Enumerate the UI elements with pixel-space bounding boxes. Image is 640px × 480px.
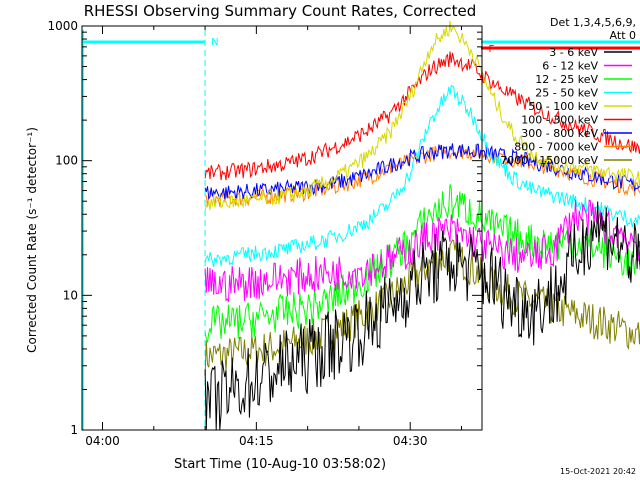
y-axis-label: Corrected Count Rate (s⁻¹ detector⁻¹) [25,127,39,353]
legend-label-0: 3 - 6 keV [549,46,598,59]
legend-header-line-2: Att 0 [610,29,636,42]
legend-label-2: 12 - 25 keV [535,73,598,86]
x-tick-label-0: 04:00 [85,434,120,448]
y-tick-label-3: 1000 [47,19,78,33]
legend-label-7: 800 - 7000 keV [514,141,598,154]
legend-label-4: 50 - 100 keV [528,100,598,113]
series-line-8 [204,239,640,376]
y-tick-label-2: 100 [55,154,78,168]
legend-header-line-1: Det 1,3,4,5,6,9, [550,16,636,29]
plot-frame [81,25,483,431]
legend-label-5: 100 - 300 keV [521,114,598,127]
legend-label-6: 300 - 800 keV [521,127,598,140]
x-tick-label-2: 04:30 [393,434,428,448]
axes-layer: 04:00 04:15 04:30 1 10 100 1000 [47,19,483,448]
x-axis-label: Start Time (10-Aug-10 03:58:02) [174,457,386,472]
series-line-3 [204,84,640,268]
series-line-5 [204,51,640,181]
series-line-0 [204,201,640,431]
y-tick-label-0: 1 [70,423,78,437]
legend-label-8: 7000 - 15000 keV [500,154,598,167]
legend-label-1: 6 - 12 keV [542,60,598,73]
legend-label-3: 25 - 50 keV [535,87,598,100]
series-line-1 [204,199,640,302]
series-layer [204,20,640,431]
x-tick-label-1: 04:15 [239,434,274,448]
chart-title: RHESSI Observing Summary Count Rates, Co… [84,2,477,20]
night-label-0: N [211,37,218,48]
timestamp: 15-Oct-2021 20:42 [560,467,636,476]
y-tick-label-1: 10 [63,288,78,302]
series-line-2 [204,184,640,343]
series-line-4 [204,20,640,211]
